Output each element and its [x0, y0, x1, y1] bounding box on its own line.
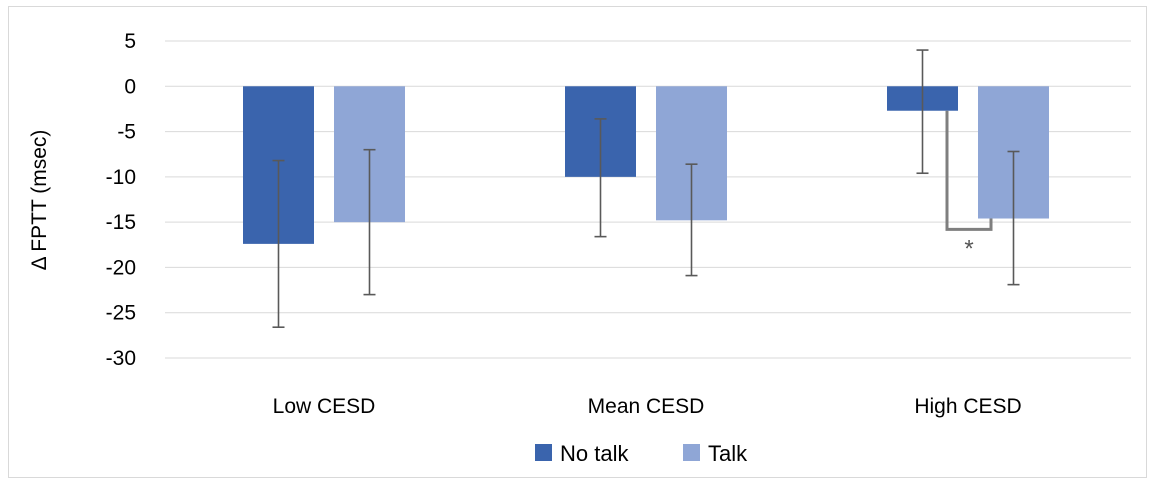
x-tick-label: Mean CESD [588, 395, 705, 418]
y-tick-labels: 5 0 -5 -10 -15 -20 -25 -30 [106, 30, 136, 370]
chart-frame [8, 6, 1147, 478]
y-tick-label: -10 [106, 166, 136, 189]
y-tick-label: -20 [106, 256, 136, 279]
y-tick-label: 5 [124, 30, 136, 53]
bars [243, 86, 1049, 244]
significance-annotation: * [945, 110, 993, 262]
legend-label: No talk [560, 441, 629, 466]
legend-swatch-talk [683, 444, 700, 461]
y-tick-label: -15 [106, 211, 136, 234]
y-tick-label: -5 [117, 121, 136, 144]
x-tick-labels: Low CESD Mean CESD High CESD [273, 395, 1022, 418]
significance-star: * [964, 235, 973, 262]
y-tick-label: -25 [106, 302, 136, 325]
x-tick-label: High CESD [914, 395, 1021, 418]
y-tick-label: 0 [124, 75, 136, 98]
x-tick-label: Low CESD [273, 395, 376, 418]
y-axis-title: Δ FPTT (msec) [28, 130, 51, 271]
legend-swatch-no-talk [535, 444, 552, 461]
error-bars [272, 49, 1020, 329]
significance-bracket [945, 110, 993, 231]
y-tick-label: -30 [106, 347, 136, 370]
legend-label: Talk [708, 441, 748, 466]
gridlines [165, 40, 1131, 359]
legend: No talk Talk [535, 441, 748, 466]
